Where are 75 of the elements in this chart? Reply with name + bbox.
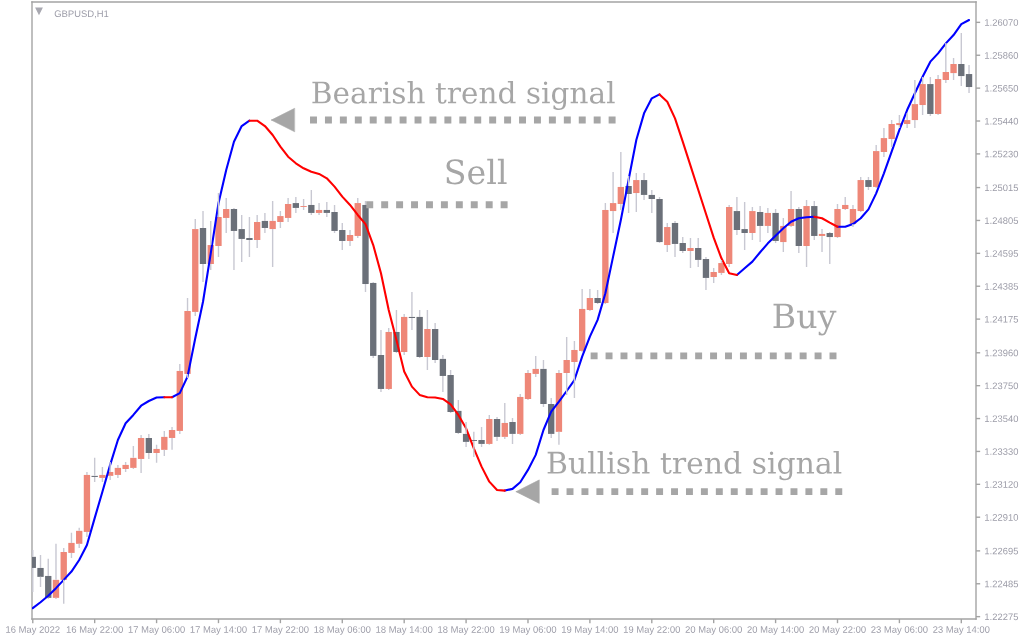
x-tick-label: 18 May 14:00 xyxy=(376,626,433,635)
x-tick-label: 23 May 06:00 xyxy=(871,626,928,635)
candlestick xyxy=(934,74,942,114)
y-tick-label: 1.22695 xyxy=(985,547,1019,555)
candlestick xyxy=(524,369,532,399)
annotation: Bearish trend signal xyxy=(312,80,615,110)
candlestick xyxy=(803,199,810,268)
x-tick-label: 20 May 06:00 xyxy=(685,626,742,635)
candlestick xyxy=(401,313,408,356)
x-tick-label: 19 May 06:00 xyxy=(500,626,557,635)
candlestick xyxy=(424,309,431,371)
x-tick-label: 17 May 22:00 xyxy=(252,626,309,635)
y-tick-label: 1.24805 xyxy=(985,217,1019,224)
candlestick xyxy=(702,256,710,291)
candlestick xyxy=(764,207,772,234)
candlestick xyxy=(617,151,625,211)
y-tick-label: 1.23960 xyxy=(985,349,1019,357)
x-tick-label: 20 May 22:00 xyxy=(809,626,866,635)
candlestick xyxy=(671,220,679,258)
candlestick xyxy=(501,402,508,440)
candlestick xyxy=(145,433,153,460)
y-tick-label: 1.22910 xyxy=(985,514,1019,521)
x-tick-label: 19 May 14:00 xyxy=(562,626,619,635)
x-tick-label: 17 May 06:00 xyxy=(128,626,185,635)
y-tick-label: 1.24595 xyxy=(985,250,1019,257)
text: GBPUSD,H1 xyxy=(54,10,109,19)
y-tick-label: 1.24385 xyxy=(985,283,1019,290)
y-tick-label: 1.23540 xyxy=(985,415,1019,423)
candlestick xyxy=(346,229,354,247)
x-tick-label: 18 May 06:00 xyxy=(314,626,371,635)
y-tick-label: 1.25440 xyxy=(985,117,1019,125)
annotation: Buy xyxy=(773,303,837,336)
y-tick-label: 1.23120 xyxy=(985,481,1019,488)
candlestick xyxy=(640,172,648,201)
candlestick xyxy=(377,329,385,393)
x-tick-label: 18 May 22:00 xyxy=(438,626,495,635)
candlestick xyxy=(493,416,501,442)
y-tick-label: 1.25015 xyxy=(985,184,1019,192)
y-tick-label: 1.25860 xyxy=(985,52,1019,59)
candlestick xyxy=(818,228,826,253)
candlestick xyxy=(431,322,439,364)
y-tick-label: 1.25650 xyxy=(985,84,1019,92)
y-tick-label: 1.24175 xyxy=(985,315,1019,323)
x-tick-label: 19 May 22:00 xyxy=(623,626,681,635)
candlestick xyxy=(687,237,694,269)
candlestick xyxy=(253,214,261,249)
candlestick xyxy=(826,232,833,265)
x-tick-label: 17 May 14:00 xyxy=(190,626,247,635)
candlestick xyxy=(725,204,733,268)
candlestick xyxy=(633,172,640,213)
y-tick-label: 1.25230 xyxy=(985,150,1019,158)
candlestick xyxy=(168,426,176,451)
annotation: Sell xyxy=(446,158,507,185)
candlestick xyxy=(292,196,300,214)
candlestick xyxy=(965,64,973,94)
candlestick xyxy=(586,288,594,311)
candlestick xyxy=(199,210,207,283)
candlestick xyxy=(315,202,323,216)
x-tick-label: 23 May 14:00 xyxy=(933,626,990,635)
x-tick-label: 16 May 2022 xyxy=(6,626,60,635)
y-tick-label: 1.23330 xyxy=(985,448,1019,455)
x-tick-label: 20 May 14:00 xyxy=(747,626,804,635)
y-tick-label: 1.23750 xyxy=(985,382,1019,390)
y-tick-label: 1.22275 xyxy=(985,613,1019,621)
candlestick xyxy=(903,112,911,129)
x-tick-label: 16 May 22:00 xyxy=(66,626,123,635)
candlestick xyxy=(958,32,965,87)
annotation: Bullish trend signal xyxy=(547,450,842,481)
candlestick xyxy=(83,471,91,538)
y-tick-label: 1.26070 xyxy=(985,19,1019,26)
candlestick xyxy=(261,212,269,234)
candlestick xyxy=(756,205,764,243)
y-tick-label: 1.22485 xyxy=(985,580,1019,588)
candlestick xyxy=(873,144,880,187)
candlestick xyxy=(648,189,655,214)
